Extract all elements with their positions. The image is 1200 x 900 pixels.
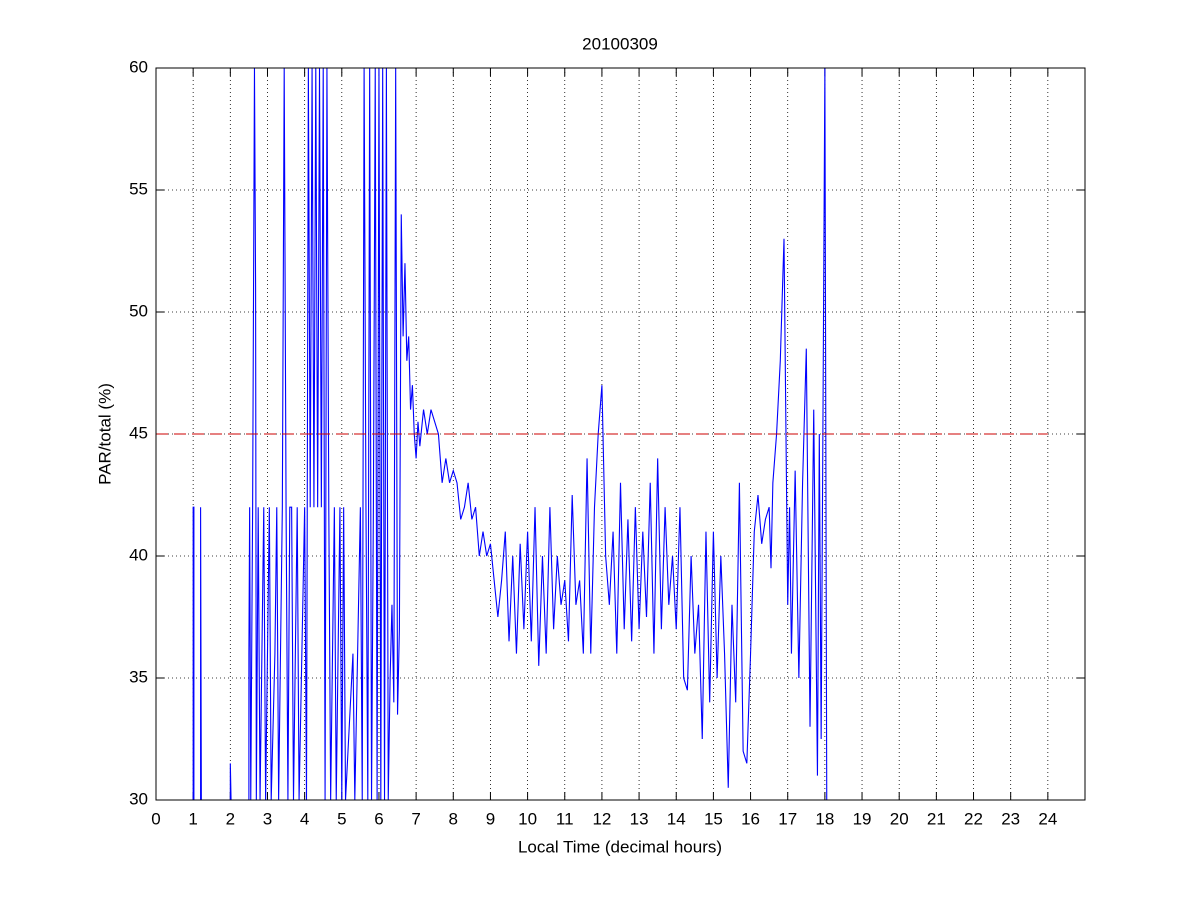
y-axis-label: PAR/total (%)	[95, 383, 114, 485]
y-tick-label: 60	[129, 57, 148, 76]
x-tick-label: 17	[778, 809, 797, 828]
y-tick-label: 55	[129, 179, 148, 198]
x-tick-label: 12	[592, 809, 611, 828]
x-tick-label: 7	[411, 809, 420, 828]
x-tick-label: 22	[964, 809, 983, 828]
x-tick-label: 18	[815, 809, 834, 828]
axes-frame	[155, 67, 1086, 801]
x-tick-label: 9	[486, 809, 495, 828]
y-tick-label: 40	[129, 545, 148, 564]
x-tick-label: 11	[556, 809, 574, 828]
x-tick-label: 5	[337, 809, 346, 828]
x-tick-label: 8	[449, 809, 458, 828]
x-tick-label: 24	[1038, 809, 1057, 828]
x-tick-label: 23	[1001, 809, 1020, 828]
x-tick-label: 15	[704, 809, 723, 828]
x-tick-label: 16	[741, 809, 760, 828]
x-tick-label: 14	[667, 809, 686, 828]
x-tick-label: 19	[853, 809, 872, 828]
x-axis-label: Local Time (decimal hours)	[518, 837, 722, 856]
x-tick-label: 21	[927, 809, 946, 828]
y-tick-label: 45	[129, 423, 148, 442]
x-tick-label: 20	[890, 809, 909, 828]
data-line	[192, 68, 828, 800]
x-tick-label: 10	[518, 809, 537, 828]
x-tick-label: 1	[188, 809, 197, 828]
x-tick-label: 6	[374, 809, 383, 828]
x-tick-label: 3	[263, 809, 272, 828]
y-tick-label: 35	[129, 667, 148, 686]
x-tick-label: 0	[151, 809, 160, 828]
x-tick-label: 4	[300, 809, 309, 828]
chart-title: 20100309	[582, 34, 658, 53]
x-tick-label: 13	[630, 809, 649, 828]
y-tick-label: 30	[129, 789, 148, 808]
x-tick-label: 2	[226, 809, 235, 828]
y-tick-label: 50	[129, 301, 148, 320]
